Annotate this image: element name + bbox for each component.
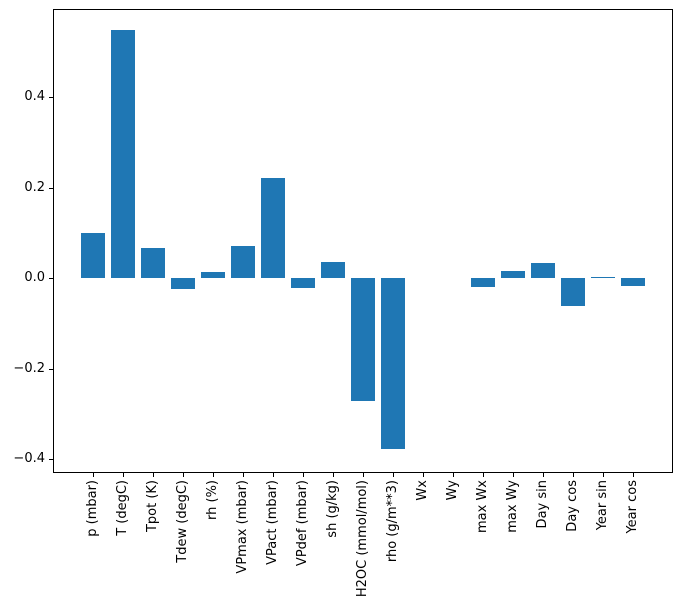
bar-vpmax-mbar	[231, 245, 255, 279]
x-tick	[153, 473, 154, 477]
bar-h2oc-mmol-mol	[351, 278, 375, 402]
x-tick	[483, 473, 484, 477]
x-tick	[573, 473, 574, 477]
bar-tdew-degc	[171, 278, 195, 289]
x-tick	[123, 473, 124, 477]
x-tick	[603, 473, 604, 477]
x-tick-label: rho (g/m**3)	[385, 480, 400, 563]
bar-tpot-k	[141, 248, 165, 279]
x-tick	[393, 473, 394, 477]
x-tick-label: Day cos	[565, 480, 580, 532]
bar-rh	[201, 271, 225, 279]
x-tick	[273, 473, 274, 477]
x-tick-label: p (mbar)	[85, 480, 100, 537]
x-tick	[363, 473, 364, 477]
x-tick	[423, 473, 424, 477]
x-tick	[453, 473, 454, 477]
y-tick	[49, 97, 53, 99]
x-tick-label: VPdef (mbar)	[295, 480, 310, 567]
bar-sh-g-kg	[321, 262, 345, 279]
x-tick	[93, 473, 94, 477]
x-tick	[213, 473, 214, 477]
x-tick-label: rh (%)	[205, 480, 220, 520]
y-tick-label: −0.2	[13, 360, 45, 376]
x-tick-label: Tdew (degC)	[175, 480, 190, 563]
bar-day-sin	[531, 263, 555, 279]
bar-p-mbar	[81, 233, 105, 279]
x-tick-label: max Wy	[505, 480, 520, 533]
x-tick-label: VPact (mbar)	[265, 480, 280, 565]
bar-t-degc	[111, 29, 135, 279]
x-tick	[513, 473, 514, 477]
x-tick-label: H2OC (mmol/mol)	[355, 480, 370, 598]
bar-day-cos	[561, 278, 585, 306]
x-tick-label: Wy	[445, 480, 460, 501]
y-tick	[49, 368, 53, 370]
x-tick-label: Day sin	[535, 480, 550, 529]
bar-year-sin	[591, 276, 615, 279]
x-tick-label: Year cos	[625, 480, 640, 534]
y-tick	[49, 187, 53, 189]
bar-max-wx	[471, 278, 495, 288]
bar-vpdef-mbar	[291, 278, 315, 288]
y-tick-label: 0.4	[24, 89, 45, 105]
bar-year-cos	[621, 278, 645, 286]
x-tick-label: max Wx	[475, 480, 490, 534]
bar-max-wy	[501, 271, 525, 279]
y-tick-label: 0.2	[24, 179, 45, 195]
x-tick-label: sh (g/kg)	[325, 480, 340, 538]
x-tick	[303, 473, 304, 477]
x-tick-label: Wx	[415, 480, 430, 501]
y-tick	[49, 459, 53, 461]
y-tick	[49, 278, 53, 280]
plot-area	[53, 9, 673, 473]
bar-rho-g-m-3	[381, 278, 405, 450]
x-tick-label: Year sin	[595, 480, 610, 531]
y-tick-label: 0.0	[24, 270, 45, 286]
y-tick-label: −0.4	[13, 451, 45, 467]
x-tick	[243, 473, 244, 477]
x-tick	[543, 473, 544, 477]
x-tick	[183, 473, 184, 477]
x-tick	[633, 473, 634, 477]
x-tick-label: T (degC)	[115, 480, 130, 536]
x-tick	[333, 473, 334, 477]
x-tick-label: VPmax (mbar)	[235, 480, 250, 574]
bar-vpact-mbar	[261, 178, 285, 279]
x-tick-label: Tpot (K)	[145, 480, 160, 533]
